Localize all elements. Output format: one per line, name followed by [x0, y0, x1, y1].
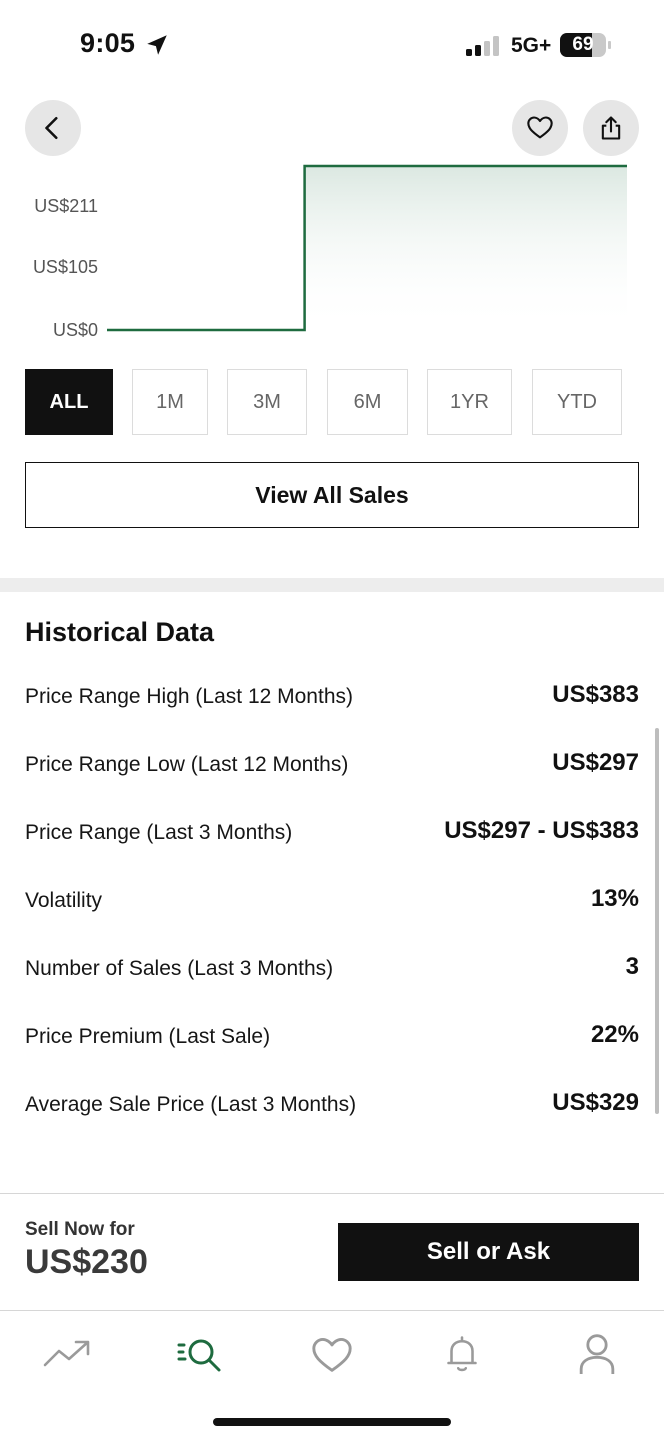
range-button-3m[interactable]: 3M: [227, 369, 307, 435]
historical-row-value: US$297: [552, 749, 639, 776]
location-arrow-icon: [147, 35, 167, 55]
view-all-sales-button[interactable]: View All Sales: [25, 462, 639, 528]
tab-notifications[interactable]: [438, 1330, 486, 1378]
price-history-chart: US$211 US$105 US$0: [33, 164, 627, 340]
battery-icon: 69: [560, 33, 612, 57]
chart-area-fill: [304, 166, 627, 330]
heart-icon: [527, 116, 553, 139]
share-icon: [601, 116, 621, 140]
historical-row-value: US$329: [552, 1089, 639, 1116]
historical-row: Price Premium (Last Sale) 22%: [25, 1019, 639, 1055]
home-indicator: [213, 1418, 451, 1426]
status-time: 9:05: [80, 28, 136, 58]
range-button-ytd[interactable]: YTD: [532, 369, 622, 435]
y-tick-label: US$0: [53, 320, 98, 340]
historical-row: Volatility 13%: [25, 883, 639, 919]
search-icon: [177, 1339, 221, 1372]
back-button[interactable]: [25, 100, 81, 156]
bell-icon: [447, 1336, 477, 1372]
historical-row: Average Sale Price (Last 3 Months) US$329: [25, 1087, 639, 1123]
range-button-1yr[interactable]: 1YR: [427, 369, 512, 435]
scrollbar[interactable]: [655, 728, 659, 1114]
historical-row-value: 3: [625, 953, 639, 980]
chevron-left-icon: [45, 116, 58, 140]
historical-row-value: US$383: [552, 681, 639, 708]
tab-search[interactable]: [176, 1330, 224, 1378]
sell-now-label: Sell Now for: [25, 1219, 135, 1240]
profile-icon: [579, 1334, 615, 1374]
historical-row-value: 22%: [590, 1021, 639, 1048]
network-type: 5G+: [511, 34, 552, 57]
sell-now-price: US$230: [25, 1243, 148, 1281]
historical-row-label: Price Range (Last 3 Months): [25, 821, 293, 844]
tab-trending[interactable]: [43, 1330, 91, 1378]
tab-profile[interactable]: [573, 1330, 621, 1378]
chart-series-line: [107, 164, 627, 332]
historical-row-label: Average Sale Price (Last 3 Months): [25, 1093, 357, 1116]
historical-row: Price Range Low (Last 12 Months) US$297: [25, 747, 639, 783]
sell-or-ask-button[interactable]: Sell or Ask: [338, 1223, 639, 1281]
historical-row: Price Range High (Last 12 Months) US$383: [25, 679, 639, 715]
share-button[interactable]: [583, 100, 639, 156]
section-divider: [0, 578, 664, 592]
favorite-button[interactable]: [512, 100, 568, 156]
battery-level: 69: [572, 34, 594, 55]
range-button-6m[interactable]: 6M: [327, 369, 408, 435]
historical-row-label: Volatility: [25, 889, 103, 912]
range-button-1m[interactable]: 1M: [132, 369, 208, 435]
historical-row-label: Price Range Low (Last 12 Months): [25, 753, 349, 776]
historical-row-label: Price Range High (Last 12 Months): [25, 685, 353, 708]
historical-row: Price Range (Last 3 Months) US$297 - US$3…: [25, 815, 639, 851]
historical-data-title: Historical Data: [25, 617, 215, 647]
signal-icon: [466, 36, 499, 56]
historical-row-value: 13%: [590, 885, 639, 912]
y-tick-label: US$105: [33, 257, 98, 277]
trending-icon: [43, 1340, 90, 1367]
heart-icon: [312, 1338, 352, 1372]
range-button-all[interactable]: ALL: [25, 369, 113, 435]
y-tick-label: US$211: [34, 196, 98, 216]
historical-row: Number of Sales (Last 3 Months) 3: [25, 951, 639, 987]
tab-favorites[interactable]: [308, 1330, 356, 1378]
historical-row-label: Number of Sales (Last 3 Months): [25, 957, 334, 980]
historical-row-label: Price Premium (Last Sale): [25, 1025, 271, 1048]
historical-row-value: US$297 - US$383: [444, 817, 639, 844]
